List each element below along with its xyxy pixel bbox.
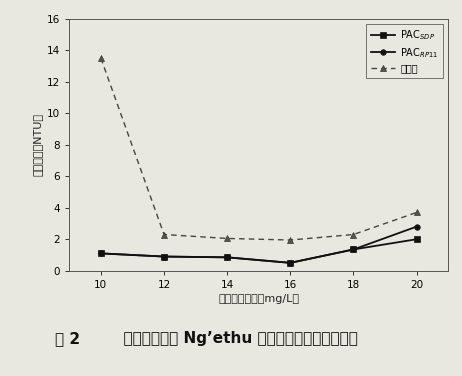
X-axis label: 混凝剂投加量（mg/L）: 混凝剂投加量（mg/L） <box>218 294 299 304</box>
PAC$_{SDP}$ <box>98 251 103 256</box>
Line: PAC$_{RP11}$: PAC$_{RP11}$ <box>98 224 419 265</box>
PAC$_{SDP}$ <box>351 247 356 252</box>
Line: 硫酸铝: 硫酸铝 <box>98 55 419 243</box>
PAC$_{RP11}$ <box>351 247 356 252</box>
硫酸铝 <box>351 232 356 237</box>
硫酸铝 <box>287 238 293 242</box>
PAC$_{SDP}$ <box>414 237 419 241</box>
Text: 图 2: 图 2 <box>55 331 80 346</box>
PAC$_{RP11}$ <box>287 261 293 265</box>
Line: PAC$_{SDP}$: PAC$_{SDP}$ <box>98 237 419 265</box>
PAC$_{RP11}$ <box>161 254 167 259</box>
PAC$_{RP11}$ <box>98 251 103 256</box>
Text: 不同混凝剂对 Ng’ethu 地区原水的混凝效果比较: 不同混凝剂对 Ng’ethu 地区原水的混凝效果比较 <box>113 331 358 346</box>
PAC$_{SDP}$ <box>225 255 230 259</box>
硫酸铝 <box>414 210 419 215</box>
PAC$_{SDP}$ <box>287 261 293 265</box>
硫酸铝 <box>98 56 103 61</box>
Legend: PAC$_{SDP}$, PAC$_{RP11}$, 硫酸铝: PAC$_{SDP}$, PAC$_{RP11}$, 硫酸铝 <box>366 24 443 78</box>
硫酸铝 <box>161 232 167 237</box>
PAC$_{RP11}$ <box>414 224 419 229</box>
PAC$_{SDP}$ <box>161 254 167 259</box>
硫酸铝 <box>225 236 230 241</box>
Y-axis label: 剩余浊度（NTU）: 剩余浊度（NTU） <box>33 113 43 176</box>
PAC$_{RP11}$ <box>225 255 230 259</box>
